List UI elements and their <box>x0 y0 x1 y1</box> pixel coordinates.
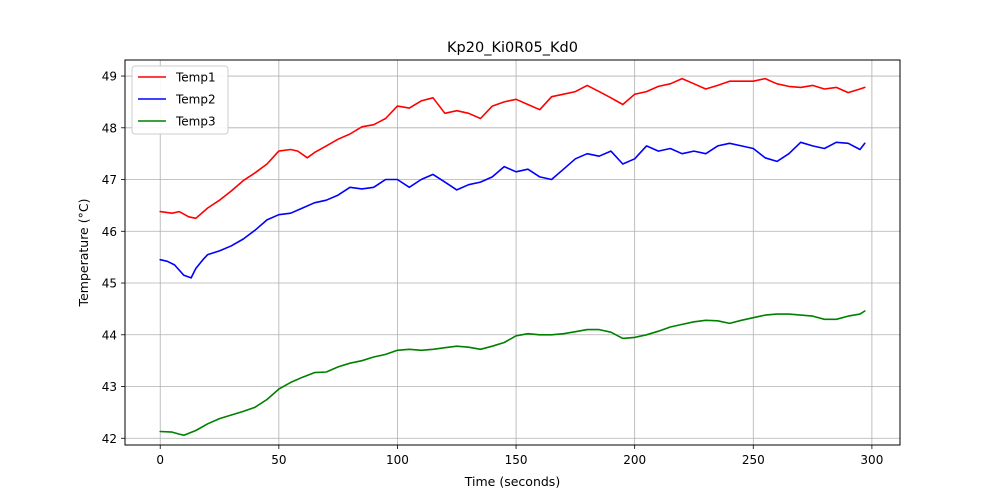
x-tick-label: 200 <box>623 453 646 467</box>
y-axis-ticks: 42 43 44 45 46 47 48 49 <box>102 70 125 446</box>
y-tick-label: 42 <box>102 432 117 446</box>
series-line-temp1 <box>159 77 866 220</box>
x-axis-ticks: 0 50 100 150 200 250 300 <box>156 445 883 467</box>
x-tick-label: 50 <box>271 453 286 467</box>
series-line-temp2 <box>159 141 866 279</box>
x-tick-label: 150 <box>505 453 528 467</box>
y-axis-label: Temperature (°C) <box>76 199 91 308</box>
y-tick-label: 46 <box>102 225 117 239</box>
y-tick-label: 45 <box>102 277 117 291</box>
chart-title: Kp20_Ki0R05_Kd0 <box>447 40 578 56</box>
x-tick-label: 100 <box>386 453 409 467</box>
legend-label-temp2: Temp2 <box>175 93 216 107</box>
y-tick-label: 49 <box>102 70 117 84</box>
x-tick-label: 300 <box>860 453 883 467</box>
x-tick-label: 0 <box>156 453 164 467</box>
grid <box>125 60 900 445</box>
legend-label-temp1: Temp1 <box>175 71 216 85</box>
x-tick-label: 250 <box>742 453 765 467</box>
y-tick-label: 43 <box>102 380 117 394</box>
y-tick-label: 44 <box>102 328 117 342</box>
plot-area-frame <box>124 59 901 446</box>
legend-box <box>131 65 229 135</box>
x-axis-label: Time (seconds) <box>464 474 560 489</box>
legend-label-temp3: Temp3 <box>175 115 216 129</box>
y-tick-label: 47 <box>102 173 117 187</box>
y-tick-label: 48 <box>102 121 117 135</box>
legend: Temp1 Temp2 Temp3 <box>131 65 229 135</box>
series-lines <box>159 77 866 437</box>
series-line-temp3 <box>159 310 866 437</box>
